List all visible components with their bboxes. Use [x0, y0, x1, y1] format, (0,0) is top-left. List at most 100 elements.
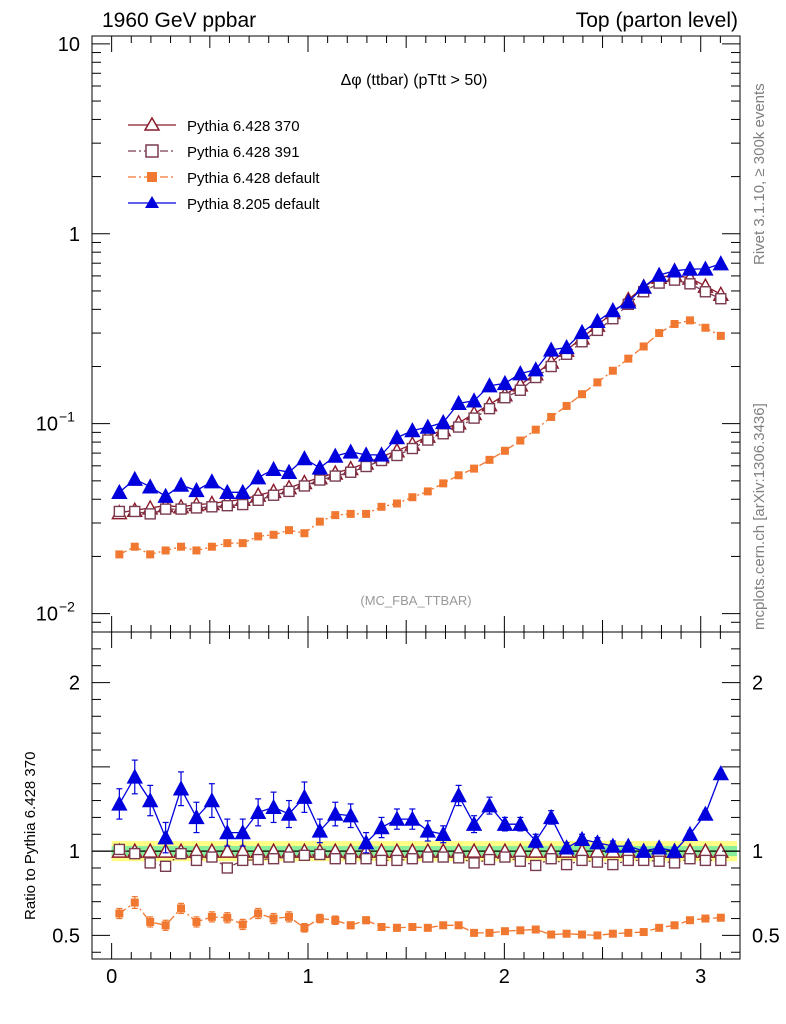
main-data-point [284, 526, 293, 535]
ratio-data-point [670, 921, 679, 930]
main-data-point [327, 447, 344, 463]
ratio-data-point [468, 857, 480, 869]
main-data-point [500, 446, 509, 455]
ratio-data-point [315, 914, 324, 923]
ratio-data-point [573, 830, 591, 847]
ratio-data-point [188, 808, 205, 825]
ratio-data-point [177, 904, 186, 913]
x-tick-label: 3 [695, 966, 706, 988]
ratio-data-point [111, 795, 128, 811]
ratio-data-point [130, 898, 139, 907]
main-data-point [604, 302, 622, 318]
ratio-data-point [159, 860, 172, 872]
main-data-point [496, 374, 514, 391]
ratio-reference-point [527, 842, 544, 858]
ratio-data-point [701, 914, 710, 923]
ratio-data-point [265, 798, 282, 814]
ratio-data-point [593, 931, 602, 940]
main-data-point [685, 316, 694, 325]
main-data-point [624, 354, 633, 363]
main-data-point [558, 338, 575, 355]
main-data-point [408, 493, 417, 502]
ratio-data-point [175, 847, 187, 860]
main-data-point [234, 483, 251, 500]
main-data-point [499, 392, 511, 404]
main-data-point [113, 505, 126, 518]
ratio-data-point [452, 852, 465, 864]
main-data-point [512, 365, 529, 381]
main-data-point [161, 546, 170, 555]
ratio-data-point [311, 822, 329, 838]
ratio-data-point [608, 929, 617, 938]
main-data-point [111, 483, 128, 500]
main-series-line [119, 274, 722, 514]
main-data-point [437, 428, 449, 440]
ratio-reference-point [219, 842, 236, 858]
ratio-data-point [624, 928, 633, 937]
triangle-filled-icon [145, 196, 159, 208]
ratio-data-point [146, 917, 155, 926]
triangle-open-icon [143, 116, 161, 131]
main-data-point [450, 394, 467, 411]
ratio-data-point [560, 858, 573, 871]
ratio-data-point [684, 853, 696, 865]
ratio-data-point [499, 851, 511, 863]
ratio-data-point [373, 819, 390, 835]
ratio-y-tick-labels-right: 0.5 1 2 [752, 673, 780, 948]
ratio-data-point [423, 923, 432, 932]
main-data-point [454, 471, 463, 480]
square-filled-icon [147, 172, 157, 182]
main-data-point [342, 443, 359, 459]
main-axis-ticks [92, 36, 741, 648]
square-open-icon [145, 144, 159, 158]
plot-title: Δφ (ttbar) (pTtt > 50) [341, 72, 488, 89]
ratio-reference-point [142, 842, 159, 858]
main-data-point [481, 377, 498, 393]
ratio-data-point [237, 854, 249, 867]
main-data-point [439, 479, 448, 488]
main-data-point [237, 498, 249, 511]
ratio-data-point [716, 913, 725, 922]
ratio-y-tick-labels: 0.5 1 2 [52, 673, 80, 948]
main-data-point [126, 470, 143, 486]
ratio-data-point [500, 927, 509, 936]
main-data-point [452, 421, 465, 433]
main-data-point [578, 390, 587, 399]
ratio-data-point [512, 815, 529, 831]
main-data-point [172, 476, 190, 492]
main-data-point [252, 494, 264, 506]
main-data-point [635, 278, 652, 294]
ratio-data-point [653, 855, 665, 867]
main-y-tick-label: 10 [36, 414, 58, 436]
main-data-point [221, 499, 233, 512]
main-data-point [142, 478, 159, 494]
x-tick-label: 2 [499, 966, 510, 988]
ratio-data-point [547, 930, 556, 939]
ratio-data-point [527, 832, 544, 848]
ratio-series-group [111, 759, 729, 940]
ratio-series-line [118, 773, 722, 852]
ratio-data-point [296, 788, 313, 804]
main-data-point [516, 436, 525, 445]
ratio-data-point [219, 824, 236, 840]
main-data-point [527, 361, 544, 377]
main-series-1 [113, 274, 727, 520]
main-data-point [608, 366, 617, 375]
ratio-data-point [269, 914, 278, 923]
main-data-point [435, 413, 452, 430]
main-data-point [388, 429, 406, 445]
x-tick-labels: 0 1 2 3 [106, 966, 706, 988]
ratio-data-point [622, 854, 634, 867]
main-data-point [298, 480, 311, 492]
ratio-data-point [161, 921, 170, 930]
ratio-data-point [578, 930, 587, 939]
main-series-line [118, 263, 722, 497]
ratio-data-point [439, 921, 448, 930]
main-data-point [249, 469, 267, 485]
ratio-data-point [126, 768, 143, 784]
main-data-point [670, 319, 679, 328]
ratio-y-tick-label: 2 [69, 673, 80, 695]
main-data-point [650, 266, 668, 282]
ratio-data-point [712, 765, 729, 781]
